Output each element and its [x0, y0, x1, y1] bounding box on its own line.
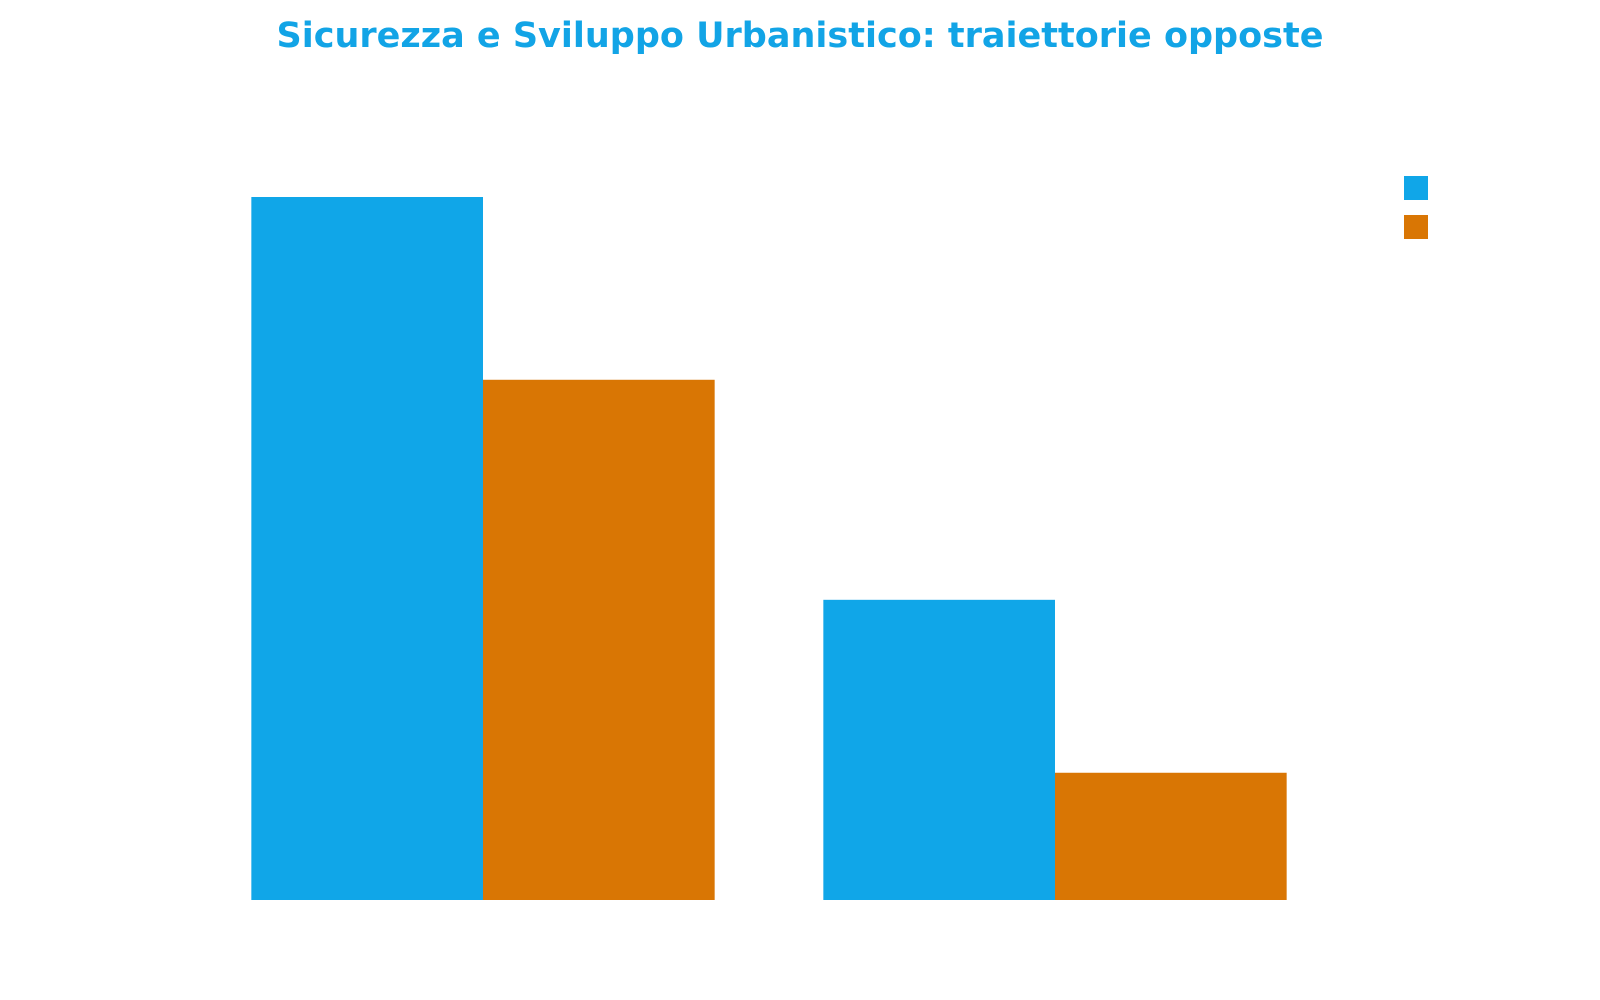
bar	[1055, 772, 1287, 900]
bar	[251, 197, 483, 900]
legend-swatch	[1404, 176, 1428, 200]
legend-swatch	[1404, 215, 1428, 239]
bar	[483, 379, 715, 900]
chart-title: Sicurezza e Sviluppo Urbanistico: traiet…	[277, 16, 1324, 56]
bar	[823, 599, 1055, 900]
